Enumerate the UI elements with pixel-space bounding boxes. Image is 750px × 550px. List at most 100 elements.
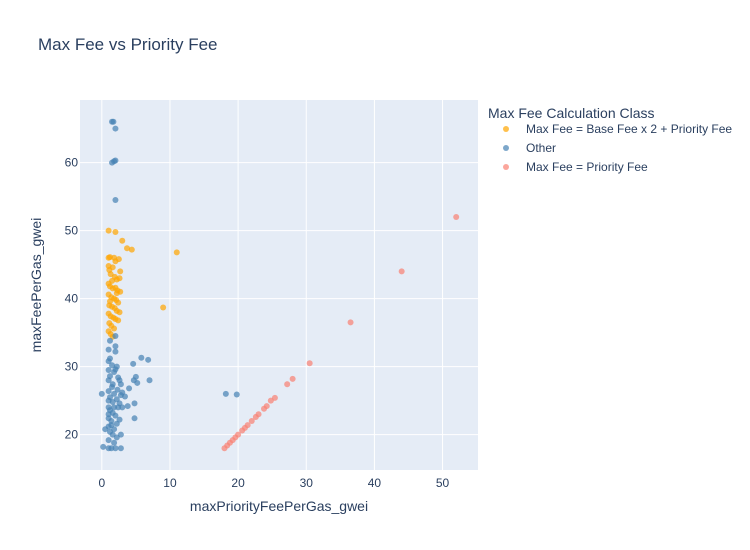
data-point xyxy=(453,213,460,220)
data-point xyxy=(248,418,255,425)
data-point xyxy=(105,367,112,374)
data-point xyxy=(261,405,268,412)
data-point xyxy=(110,118,117,125)
data-point xyxy=(267,397,274,404)
x-axis-title: maxPriorityFeePerGas_gwei xyxy=(190,498,368,514)
data-point xyxy=(116,416,123,423)
data-point xyxy=(117,268,124,275)
data-point xyxy=(111,439,118,446)
data-point xyxy=(116,275,123,282)
data-point xyxy=(114,386,121,393)
data-point xyxy=(105,388,112,395)
data-point xyxy=(112,348,119,355)
data-point xyxy=(112,157,119,164)
data-point xyxy=(134,379,141,386)
plot-area xyxy=(80,100,478,470)
data-points xyxy=(98,118,460,452)
data-point xyxy=(108,422,115,429)
data-point xyxy=(109,398,116,405)
data-point xyxy=(109,381,116,388)
data-point xyxy=(239,427,246,434)
data-point xyxy=(112,125,119,132)
data-point xyxy=(115,317,122,324)
data-point xyxy=(112,343,119,350)
data-point xyxy=(105,411,112,418)
data-point xyxy=(112,228,119,235)
data-point xyxy=(105,377,112,384)
data-point xyxy=(100,443,107,450)
data-point xyxy=(102,426,109,433)
data-point xyxy=(145,356,152,363)
legend-item[interactable]: Other xyxy=(503,141,556,155)
x-tick-label: 20 xyxy=(231,476,245,490)
data-point xyxy=(98,390,105,397)
data-point xyxy=(306,360,313,367)
data-point xyxy=(106,298,113,305)
data-point xyxy=(116,309,123,316)
data-point xyxy=(111,390,118,397)
series-3 xyxy=(221,213,460,452)
y-axis-ticks: 20 30 40 50 60 xyxy=(65,156,79,442)
data-point xyxy=(109,264,116,271)
data-point xyxy=(112,366,119,373)
x-tick-label: 30 xyxy=(300,476,314,490)
data-point xyxy=(347,319,354,326)
legend-label: Max Fee = Priority Fee xyxy=(526,160,648,174)
data-point xyxy=(222,390,229,397)
data-point xyxy=(138,354,145,361)
data-point xyxy=(112,412,119,419)
x-axis-ticks: 0 10 20 30 40 50 xyxy=(98,476,449,490)
data-point xyxy=(111,325,118,332)
data-point xyxy=(106,355,113,362)
data-point xyxy=(130,360,137,367)
data-point xyxy=(117,381,124,388)
data-point xyxy=(117,445,124,452)
data-point xyxy=(221,445,228,452)
y-tick-label: 30 xyxy=(65,360,79,374)
data-point xyxy=(119,404,126,411)
y-tick-label: 60 xyxy=(65,156,79,170)
data-point xyxy=(105,227,112,234)
legend-marker xyxy=(503,126,509,132)
x-tick-label: 40 xyxy=(368,476,382,490)
data-point xyxy=(115,256,122,263)
chart-title: Max Fee vs Priority Fee xyxy=(38,35,218,54)
x-tick-label: 10 xyxy=(163,476,177,490)
x-tick-label: 50 xyxy=(436,476,450,490)
data-point xyxy=(112,333,119,340)
data-point xyxy=(112,445,119,452)
legend-marker xyxy=(503,145,509,151)
series-1 xyxy=(105,227,180,340)
data-point xyxy=(233,391,240,398)
legend-item[interactable]: Max Fee = Base Fee x 2 + Priority Fee xyxy=(503,122,732,136)
data-point xyxy=(117,392,124,399)
series-2 xyxy=(98,118,240,452)
data-point xyxy=(105,346,112,353)
legend: Max Fee Calculation Class Max Fee = Base… xyxy=(488,105,732,174)
legend-title: Max Fee Calculation Class xyxy=(488,105,655,121)
data-point xyxy=(128,246,135,253)
data-point xyxy=(252,413,259,420)
data-point xyxy=(160,304,167,311)
data-point xyxy=(113,434,120,441)
y-tick-label: 50 xyxy=(65,224,79,238)
data-point xyxy=(131,400,138,407)
data-point xyxy=(131,415,138,422)
data-point xyxy=(109,277,116,284)
data-point xyxy=(112,196,119,203)
legend-item[interactable]: Max Fee = Priority Fee xyxy=(503,160,648,174)
legend-label: Max Fee = Base Fee x 2 + Priority Fee xyxy=(526,122,732,136)
data-point xyxy=(126,385,133,392)
y-tick-label: 20 xyxy=(65,428,79,442)
data-point xyxy=(105,437,112,444)
y-tick-label: 40 xyxy=(65,292,79,306)
y-axis-title: maxFeePerGas_gwei xyxy=(28,218,44,353)
data-point xyxy=(124,403,131,410)
x-tick-label: 0 xyxy=(98,476,105,490)
data-point xyxy=(146,377,153,384)
legend-label: Other xyxy=(526,141,556,155)
grid-lines xyxy=(80,100,478,470)
legend-marker xyxy=(503,164,509,170)
data-point xyxy=(173,249,180,256)
